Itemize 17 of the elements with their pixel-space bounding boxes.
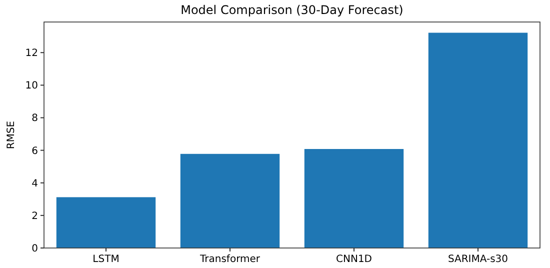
x-tick-label: SARIMA-s30 [448,254,508,265]
y-tick-label: 2 [32,210,38,222]
x-tick-label: CNN1D [336,254,372,265]
y-axis-title: RMSE [6,120,17,150]
bar [56,197,156,248]
y-tick-label: 8 [32,113,38,124]
y-tick-label: 6 [32,146,38,157]
bar [428,32,528,248]
y-tick-label: 10 [25,80,38,92]
y-tick-label: 12 [25,48,38,60]
bar [180,154,280,248]
chart-title: Model Comparison (30-Day Forecast) [180,3,404,17]
bar [304,149,404,248]
y-tick-label: 4 [32,178,38,190]
x-tick-label: Transformer [198,254,261,265]
y-tick-label: 0 [32,244,38,254]
x-tick-label: LSTM [92,254,120,265]
